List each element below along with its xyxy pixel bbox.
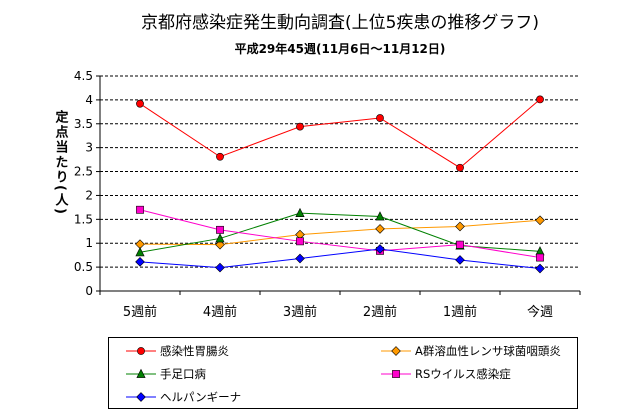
x-tick-label: 2週前 <box>363 304 397 320</box>
series-line <box>139 219 541 246</box>
data-point <box>216 225 224 234</box>
y-tick-label: 1.5 <box>74 212 93 226</box>
data-point <box>216 152 224 161</box>
data-point <box>295 207 305 218</box>
legend-swatch-marker <box>136 392 146 402</box>
data-point <box>296 122 304 131</box>
data-point <box>135 247 145 257</box>
y-tick-label: 0 <box>85 284 93 298</box>
series-0 <box>136 95 544 172</box>
y-tick-label: 4 <box>85 93 93 107</box>
data-point <box>536 95 544 104</box>
data-point <box>136 99 144 108</box>
x-tick-label: 4週前 <box>203 304 237 320</box>
legend-swatch-marker <box>392 370 400 378</box>
legend-label: ヘルパンギーナ <box>160 390 242 404</box>
legend-swatch <box>126 368 156 378</box>
x-tick-label: 3週前 <box>283 304 317 320</box>
legend-item: 感染性胃腸炎 <box>124 343 229 359</box>
y-tick-label: 3.5 <box>74 117 93 131</box>
legend-item: RSウイルス感染症 <box>379 366 511 382</box>
data-point <box>536 253 544 262</box>
series-line <box>139 209 541 259</box>
y-tick-label: 1 <box>85 236 93 250</box>
data-point <box>456 240 464 249</box>
y-tick-label: 2.5 <box>74 165 93 179</box>
data-point <box>135 257 145 267</box>
data-point <box>375 211 385 221</box>
legend-item: 手足口病 <box>124 366 206 382</box>
data-point <box>136 205 144 214</box>
data-point <box>215 233 225 243</box>
data-point <box>375 224 385 234</box>
y-axis-label: 定点当たり(人) <box>53 109 70 215</box>
series-1 <box>135 215 545 250</box>
y-tick-labels: 0 0.5 1 1.5 2 2.5 3 3.5 4 4.5 <box>74 69 93 298</box>
legend-item: A群溶血性レンサ球菌咽頭炎 <box>379 343 561 359</box>
legend-swatch-marker <box>137 347 145 355</box>
data-point <box>215 239 225 250</box>
series-4 <box>135 244 545 274</box>
data-point <box>376 114 384 122</box>
x-tick-label: 1週前 <box>443 304 477 320</box>
legend-item: ヘルパンギーナ <box>124 389 241 405</box>
data-point <box>535 263 545 274</box>
series-line <box>139 99 541 169</box>
data-point <box>375 244 385 254</box>
legend-label: 手足口病 <box>160 367 206 381</box>
legend-label: A群溶血性レンサ球菌咽頭炎 <box>415 344 561 358</box>
legend-swatch <box>381 346 411 356</box>
y-axis-label: 定点当たり(人) <box>53 109 70 215</box>
series-lines <box>135 95 545 274</box>
x-tick-label: 今週 <box>527 304 553 320</box>
legend-label: RSウイルス感染症 <box>415 367 511 381</box>
legend-swatch <box>381 370 411 378</box>
legend-label: 感染性胃腸炎 <box>160 344 229 358</box>
y-tick-label: 0.5 <box>74 260 93 274</box>
legend-swatch <box>126 392 156 402</box>
gridlines <box>100 75 580 268</box>
y-tick-label: 4.5 <box>74 69 93 83</box>
data-point <box>296 237 304 246</box>
series-line <box>139 248 541 270</box>
chart-subtitle: 平成29年45週(11月6日〜11月12日) <box>235 41 446 56</box>
data-point <box>455 221 465 232</box>
legend-swatch <box>126 347 156 355</box>
data-point <box>455 255 465 265</box>
y-tick-label: 2 <box>85 188 93 202</box>
chart-title: 京都府感染症発生動向調査(上位5疾患の推移グラフ) <box>141 13 539 33</box>
data-point <box>215 262 225 273</box>
data-point <box>456 163 464 172</box>
y-tick-label: 3 <box>85 141 93 155</box>
x-tick-labels: 5週前 4週前 3週前 2週前 1週前 今週 <box>123 304 553 320</box>
x-tick-label: 5週前 <box>123 304 157 320</box>
data-point <box>295 253 305 264</box>
legend: 感染性胃腸炎 A群溶血性レンサ球菌咽頭炎手足口病 RSウイルス感染症ヘルパンギーナ <box>108 337 578 409</box>
data-point <box>535 215 545 226</box>
axes <box>96 75 581 295</box>
legend-swatch-marker <box>391 346 401 356</box>
legend-swatch-marker <box>136 368 146 378</box>
